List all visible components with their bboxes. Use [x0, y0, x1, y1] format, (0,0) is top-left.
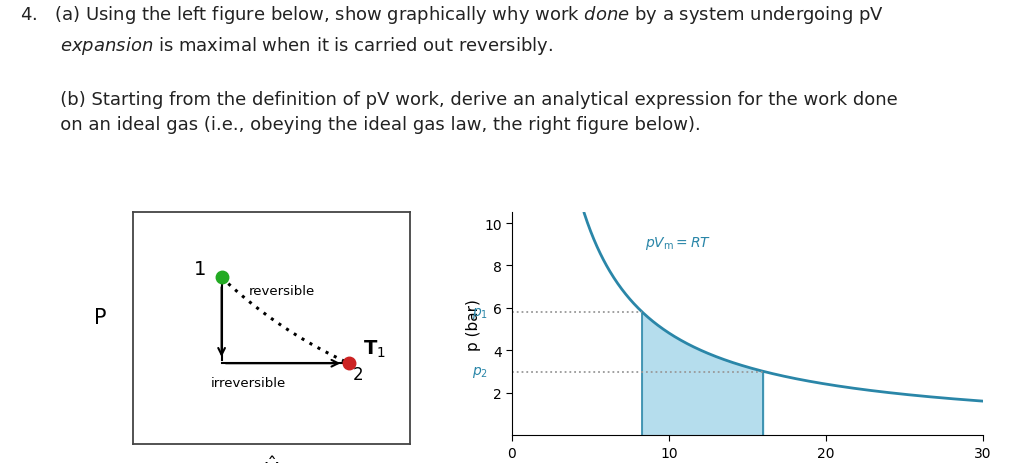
Text: 4.   (a) Using the left figure below, show graphically why work $done$ by a syst: 4. (a) Using the left figure below, show… [20, 5, 898, 134]
Text: $pV_\mathrm{m} = RT$: $pV_\mathrm{m} = RT$ [645, 235, 712, 252]
Text: $\hat{V}$: $\hat{V}$ [263, 455, 280, 463]
Text: 1: 1 [194, 259, 206, 278]
Text: 2: 2 [353, 366, 364, 384]
Text: $\mathbf{T}_1$: $\mathbf{T}_1$ [362, 338, 385, 359]
Text: reversible: reversible [249, 284, 315, 297]
Text: $p_2$: $p_2$ [472, 364, 488, 379]
Text: irreversible: irreversible [211, 376, 286, 389]
Y-axis label: p (bar): p (bar) [466, 298, 481, 350]
Text: P: P [93, 307, 106, 327]
Text: $p_1$: $p_1$ [472, 305, 488, 320]
